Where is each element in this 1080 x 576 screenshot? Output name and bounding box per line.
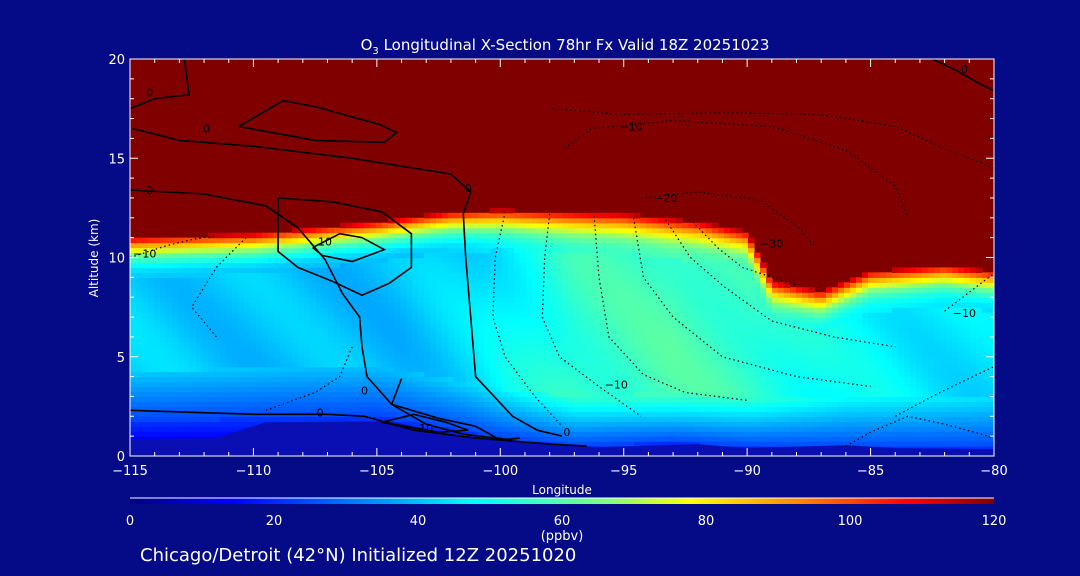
contour-label: 0 (146, 87, 153, 100)
title-prefix: O (361, 36, 373, 54)
y-tick-label: 0 (117, 450, 125, 465)
footer-text: Chicago/Detroit (42°N) Initialized 12Z 2… (140, 545, 576, 566)
colorbar-tick-label: 120 (982, 514, 1007, 529)
colorbar-tick-label: 0 (126, 514, 134, 529)
y-axis: 0 5 10 15 20 (108, 53, 994, 465)
contour-line-solid (931, 59, 994, 92)
contour-label: 0 (465, 182, 472, 195)
contour-label: −30 (760, 238, 783, 251)
contour-label: 0 (317, 406, 324, 419)
y-tick-label: 15 (108, 152, 125, 167)
contour-label: 0 (203, 123, 210, 136)
x-tick-label: −100 (482, 464, 518, 479)
contour-line-dotted (190, 237, 247, 338)
y-tick-label: 20 (108, 53, 125, 68)
plot-area: 0 0 0 0 0 0 0 0 10 10 −10 −20 −30 −10 −10 −10 (130, 59, 994, 456)
contour-label: −10 (605, 379, 628, 392)
y-axis-label: Altitude (km) (87, 219, 101, 298)
y-tick-label: 10 (108, 252, 125, 267)
colorbar-ticks: 0 20 40 60 80 100 120 (126, 514, 1007, 529)
x-axis-label: Longitude (532, 483, 592, 497)
contour-line-dotted (633, 217, 871, 388)
title-subscript: 3 (372, 46, 378, 57)
contour-label: 0 (361, 385, 368, 398)
colorbar: 0 20 40 60 80 100 120 (ppbv) (126, 497, 1007, 544)
contour-label: 0 (146, 184, 153, 197)
contour-label: 10 (318, 236, 332, 249)
contour-line-dotted (541, 213, 642, 417)
title-rest: Longitudinal X-Section 78hr Fx Valid 18Z… (379, 36, 770, 54)
contour-line-dotted (895, 366, 994, 417)
colorbar-tick-label: 60 (554, 514, 571, 529)
colorbar-tick-label: 100 (838, 514, 863, 529)
contour-label: −10 (619, 121, 642, 134)
colorbar-unit-label: (ppbv) (541, 529, 584, 544)
ozone-field (130, 207, 994, 456)
contour-line-solid (130, 189, 513, 441)
contour-line-solid (130, 409, 587, 447)
x-tick-label: −95 (610, 464, 637, 479)
colorbar-gradient (130, 498, 994, 504)
contour-label: 0 (961, 63, 968, 76)
x-tick-label: −115 (112, 464, 148, 479)
contour-label: −20 (654, 192, 677, 205)
contour-label: 0 (563, 426, 570, 439)
x-tick-label: −105 (359, 464, 395, 479)
contour-line-dotted (130, 235, 217, 259)
x-tick-label: −80 (980, 464, 1007, 479)
contour-line-dotted (845, 415, 994, 447)
contour-label: −10 (953, 307, 976, 320)
contour-lines (130, 59, 994, 447)
colorbar-tick-label: 40 (410, 514, 427, 529)
contour-line-dotted (492, 211, 563, 427)
contour-label: −10 (133, 248, 156, 261)
contour-line-solid (132, 127, 563, 437)
chart-title: O3 Longitudinal X-Section 78hr Fx Valid … (361, 36, 770, 57)
x-axis: −115 −110 −105 −100 −95 −90 −85 −80 (112, 59, 1008, 479)
contour-labels: 0 0 0 0 0 0 0 0 10 10 −10 −20 −30 −10 −10 −10 (133, 63, 976, 439)
contour-line-dotted (944, 272, 994, 312)
contour-line-dotted (692, 221, 797, 286)
x-tick-label: −85 (857, 464, 884, 479)
colorbar-tick-label: 20 (266, 514, 283, 529)
contour-line-solid (312, 232, 387, 263)
contour-line-solid (130, 59, 191, 110)
x-tick-label: −110 (236, 464, 272, 479)
contour-label: 10 (419, 422, 433, 435)
y-tick-label: 5 (117, 351, 125, 366)
surface-layer (130, 421, 994, 456)
contour-line-solid (381, 413, 469, 434)
colorbar-tick-label: 80 (698, 514, 715, 529)
contour-line-solid (277, 197, 413, 297)
x-tick-label: −90 (733, 464, 760, 479)
contour-line-solid (238, 99, 399, 144)
